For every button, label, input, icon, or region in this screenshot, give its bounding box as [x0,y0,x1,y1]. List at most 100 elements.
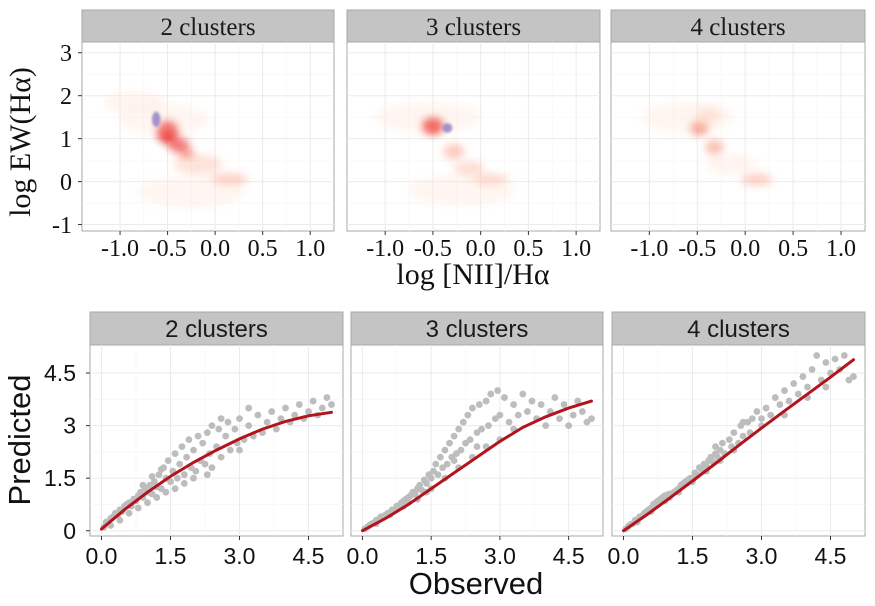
scatter-point [411,490,419,498]
top-y-tick-label: 1 [60,127,72,153]
scatter-point [771,394,779,401]
scatter-point [466,436,474,444]
bottom-x-tick-label: 4.5 [815,543,847,569]
scatter-point [753,408,761,415]
scatter-point [583,418,591,426]
scatter-point [469,404,476,412]
top-x-tick-label: 0.0 [200,236,230,262]
scatter-point [781,387,788,394]
top-y-tick-label: 2 [60,84,72,110]
top-x-axis-label: log [NII]/Hα [396,258,549,291]
top-x-tick-label: 1.0 [561,236,591,262]
top-x-tick-label: 0.5 [248,236,278,262]
scatter-point [137,488,145,496]
scatter-point [537,401,545,408]
scatter-point [153,494,161,501]
density-blob [173,154,223,175]
scatter-point [148,490,156,498]
scatter-point [125,509,133,517]
top-x-tick-label: 1.0 [826,236,856,262]
scatter-point [551,394,559,401]
bottom-gridlines-1 [90,345,343,536]
top-strip-1 [81,9,335,43]
scatter-point [176,460,184,468]
scatter-point [318,404,326,412]
bottom-x-tick-label: 3.0 [224,543,256,569]
scatter-point [245,422,253,430]
top-y-axis-label: log EW(Hα) [4,67,37,217]
scatter-point [436,453,444,461]
scatter-point [494,387,502,394]
scatter-point [446,439,453,447]
top-x-tick-label: 1.0 [295,236,325,262]
scatter-point [574,397,582,405]
scatter-point [794,390,802,398]
scatter-point [208,422,216,430]
scatter-point [459,418,467,426]
scatter-point [167,478,174,486]
density-blob [374,101,482,133]
scatter-point [443,460,451,468]
scatter-point [208,464,216,472]
top-strip-3 [610,9,866,43]
top-gridlines-1 [82,42,334,231]
scatter-point [455,425,463,433]
scatter-point [164,457,172,465]
density-blob [453,161,485,176]
bottom-x-tick-label: 4.5 [553,543,585,569]
bottom-plot-area-2 [350,344,604,537]
top-panel-1: 2 clusters -1.0 -0.5 0.0 0.5 1.0 [81,9,335,262]
scatter-point [171,450,179,458]
scatter-point [416,481,424,489]
scatter-point [450,432,458,440]
top-x-tick-label: 0.5 [513,236,543,262]
scatter-point [524,408,531,415]
scatter-point [542,422,550,430]
density-blob [706,154,756,175]
scatter-point [748,415,756,422]
bottom-strip-3 [611,311,866,346]
scatter-point [505,418,513,426]
scatter-point [282,404,289,412]
top-x-tick-label: 0.0 [730,236,760,262]
scatter-point [808,366,816,373]
scatter-point [496,411,504,419]
scatter-point [491,415,499,422]
scatter-point [201,460,209,468]
top-strip-2 [346,9,601,43]
scatter-point [450,457,458,465]
scatter-point [224,418,232,426]
scatter-point [171,485,179,493]
top-plot-area-3 [610,41,866,232]
scatter-point [487,390,495,398]
density-blob [408,174,516,206]
top-y-tick-label: 0 [60,170,72,196]
scatter-point [452,450,460,458]
scatter-point [272,425,280,433]
scatter-point [473,429,481,437]
scatter-point [739,418,747,426]
bottom-x-axis-label: Observed [409,566,543,601]
bottom-strip-label-2: 3 clusters [426,316,529,343]
scatter-point [183,453,191,461]
bottom-panel-3: 4 clusters 0.0 1.5 3.0 4.5 [608,311,866,569]
scatter-point [519,390,527,398]
scatter-point [462,439,469,447]
scatter-point [185,436,193,444]
bottom-panel-2: 3 clusters 0.0 1.5 3.0 4.5 [346,311,604,569]
scatter-point [560,401,568,408]
scatter-point [813,352,821,359]
scatter-point [215,425,223,433]
bottom-y-tick-label: 0 [63,518,76,544]
top-y-tick-label: -1 [52,213,72,239]
scatter-point [799,373,807,380]
bottom-x-tick-label: 3.0 [484,543,516,569]
scatter-point [148,473,156,480]
cluster-centroid-mark [442,123,453,133]
scatter-point [725,436,733,444]
scatter-point [730,429,738,437]
scatter-point [157,485,165,493]
top-gridlines-2 [347,42,600,231]
scatter-point [441,446,449,454]
